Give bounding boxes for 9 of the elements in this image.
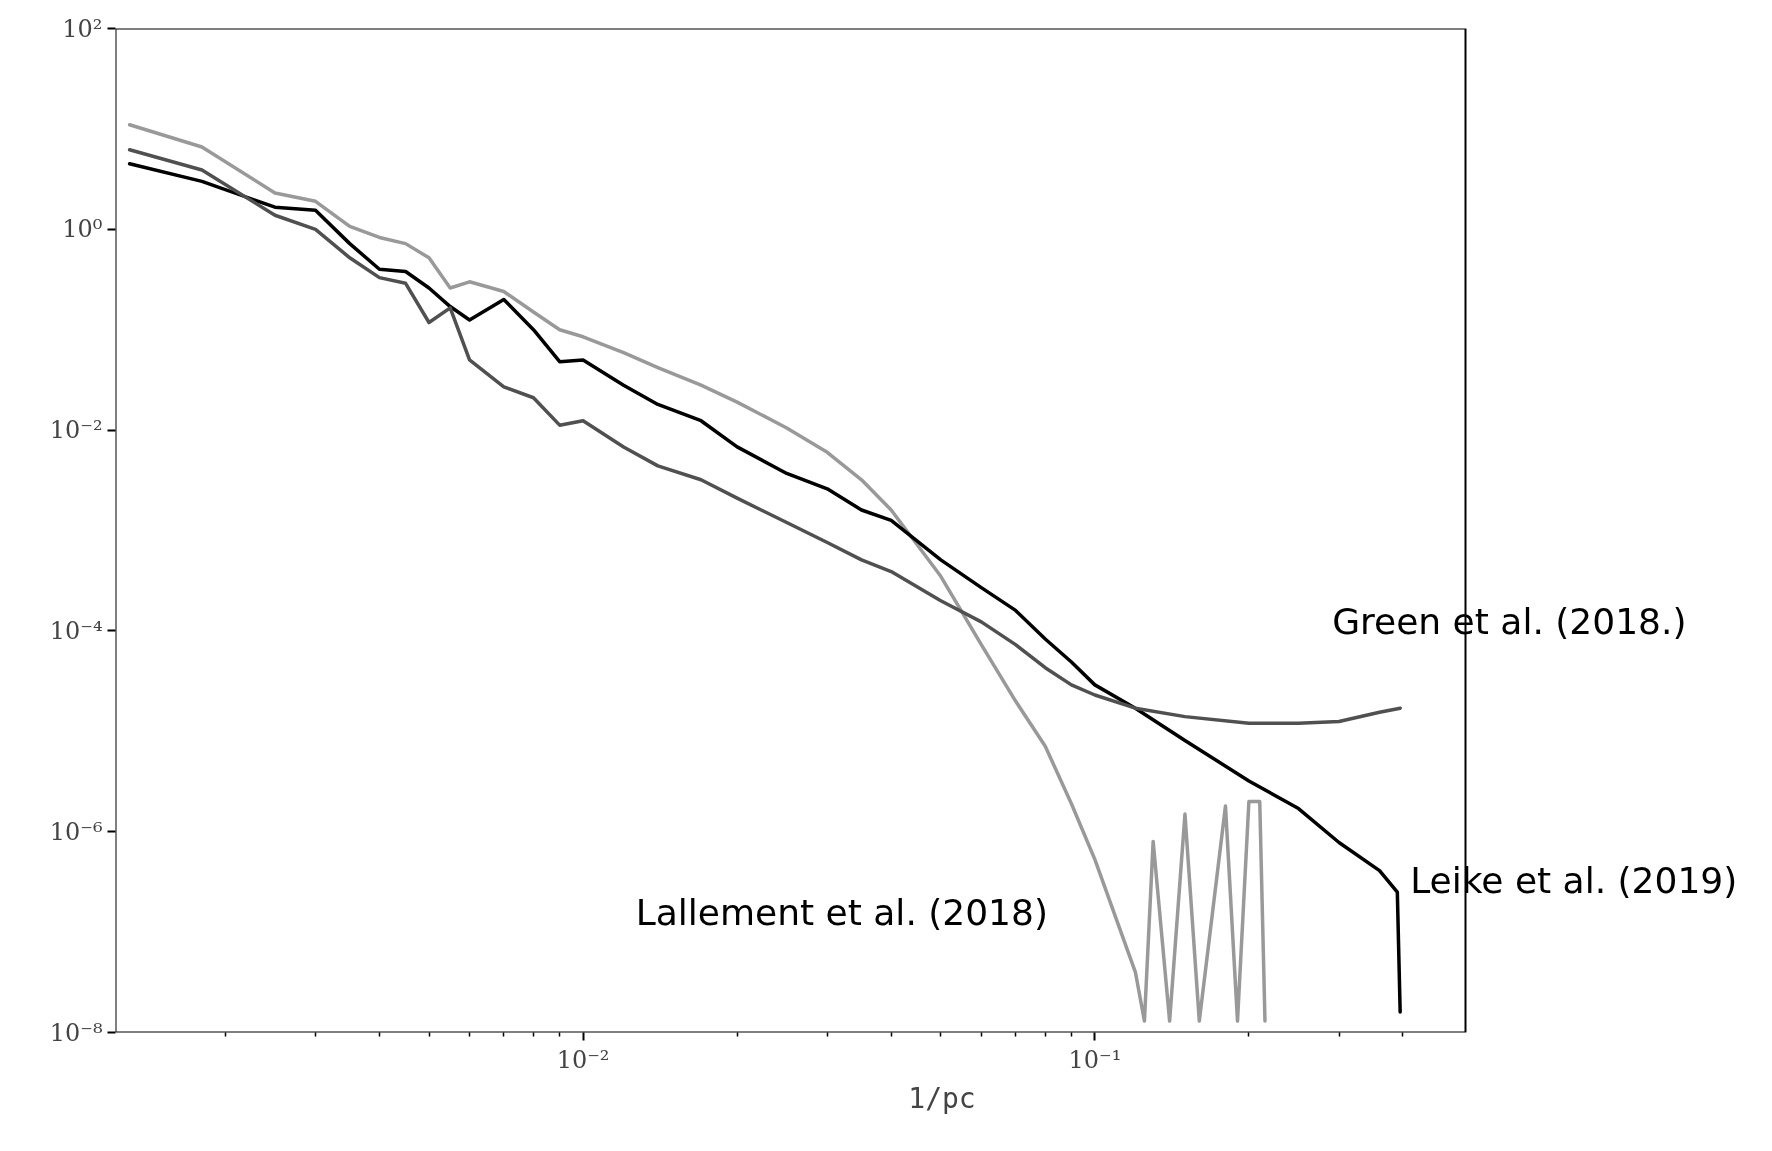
y-tick-label: 10²	[62, 14, 103, 43]
series-label: Lallement et al. (2018)	[635, 891, 1048, 933]
y-tick-label: 10⁻²	[49, 416, 103, 445]
y-tick-label: 10⁰	[62, 215, 103, 244]
x-tick-label: 10⁻¹	[1068, 1045, 1122, 1074]
x-axis-title: 1/pc	[908, 1081, 976, 1115]
y-tick-label: 10⁻⁴	[49, 616, 103, 645]
y-tick-label: 10⁻⁸	[49, 1018, 103, 1047]
y-tick-label: 10⁻⁶	[49, 817, 103, 846]
